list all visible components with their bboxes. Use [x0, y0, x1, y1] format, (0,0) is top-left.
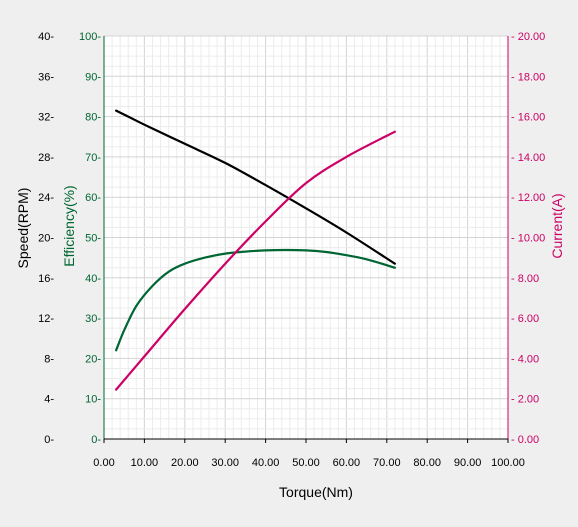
- current-tick-label: - 18.00: [511, 71, 545, 83]
- grid: [103, 35, 509, 440]
- speed-tick-label: 8-: [44, 353, 54, 365]
- current-tick-label: - 6.00: [511, 313, 539, 325]
- speed-tick-label: 16-: [38, 273, 54, 285]
- x-tick-label: 30.00: [211, 457, 239, 469]
- efficiency-tick-label: 60-: [85, 192, 101, 204]
- current-tick-label: - 0.00: [511, 434, 539, 446]
- x-tick-label: 60.00: [333, 457, 361, 469]
- speed-series-line: [115, 109, 396, 265]
- speed-axis-title: Speed(RPM): [15, 188, 31, 269]
- efficiency-tick-label: 90-: [85, 71, 101, 83]
- efficiency-tick-label: 20-: [85, 353, 101, 365]
- current-series-line: [115, 130, 396, 391]
- speed-tick-label: 0-: [44, 434, 54, 446]
- speed-tick-label: 20-: [38, 233, 54, 245]
- efficiency-tick-label: 0-: [91, 434, 101, 446]
- speed-tick-label: 12-: [38, 313, 54, 325]
- x-tick-label: 80.00: [413, 457, 441, 469]
- series-lines: [115, 109, 396, 391]
- x-tick-label: 0.00: [93, 457, 114, 469]
- tick-labels: 0.00 10.00 20.00 30.00 40.00 50.00 60.00 70.00 8…: [38, 31, 545, 469]
- current-tick-label: - 4.00: [511, 353, 539, 365]
- x-tick-label: 100.00: [491, 457, 525, 469]
- speed-tick-label: 24-: [38, 192, 54, 204]
- current-tick-label: - 14.00: [511, 152, 545, 164]
- current-tick-label: - 12.00: [511, 192, 545, 204]
- efficiency-tick-label: 40-: [85, 273, 101, 285]
- current-tick-label: - 10.00: [511, 233, 545, 245]
- speed-tick-label: 40-: [38, 31, 54, 43]
- speed-tick-label: 36-: [38, 71, 54, 83]
- x-tick-label: 10.00: [131, 457, 159, 469]
- efficiency-tick-label: 70-: [85, 152, 101, 164]
- speed-tick-label: 32-: [38, 112, 54, 124]
- current-tick-label: - 16.00: [511, 112, 545, 124]
- x-tick-label: 20.00: [171, 457, 199, 469]
- current-tick-label: - 2.00: [511, 394, 539, 406]
- efficiency-tick-label: 80-: [85, 112, 101, 124]
- x-axis-title: Torque(Nm): [279, 484, 353, 500]
- efficiency-tick-label: 50-: [85, 233, 101, 245]
- x-tick-label: 50.00: [292, 457, 320, 469]
- axes: [103, 36, 509, 443]
- x-tick-label: 40.00: [252, 457, 280, 469]
- x-tick-label: 70.00: [373, 457, 401, 469]
- speed-tick-label: 4-: [44, 394, 54, 406]
- speed-tick-label: 28-: [38, 152, 54, 164]
- efficiency-axis-title: Efficiency(%): [61, 185, 77, 266]
- efficiency-tick-label: 100-: [79, 31, 101, 43]
- x-tick-label: 90.00: [454, 457, 482, 469]
- current-axis-title: Current(A): [549, 193, 565, 258]
- efficiency-tick-label: 10-: [85, 394, 101, 406]
- efficiency-tick-label: 30-: [85, 313, 101, 325]
- current-tick-label: - 8.00: [511, 273, 539, 285]
- current-tick-label: - 20.00: [511, 31, 545, 43]
